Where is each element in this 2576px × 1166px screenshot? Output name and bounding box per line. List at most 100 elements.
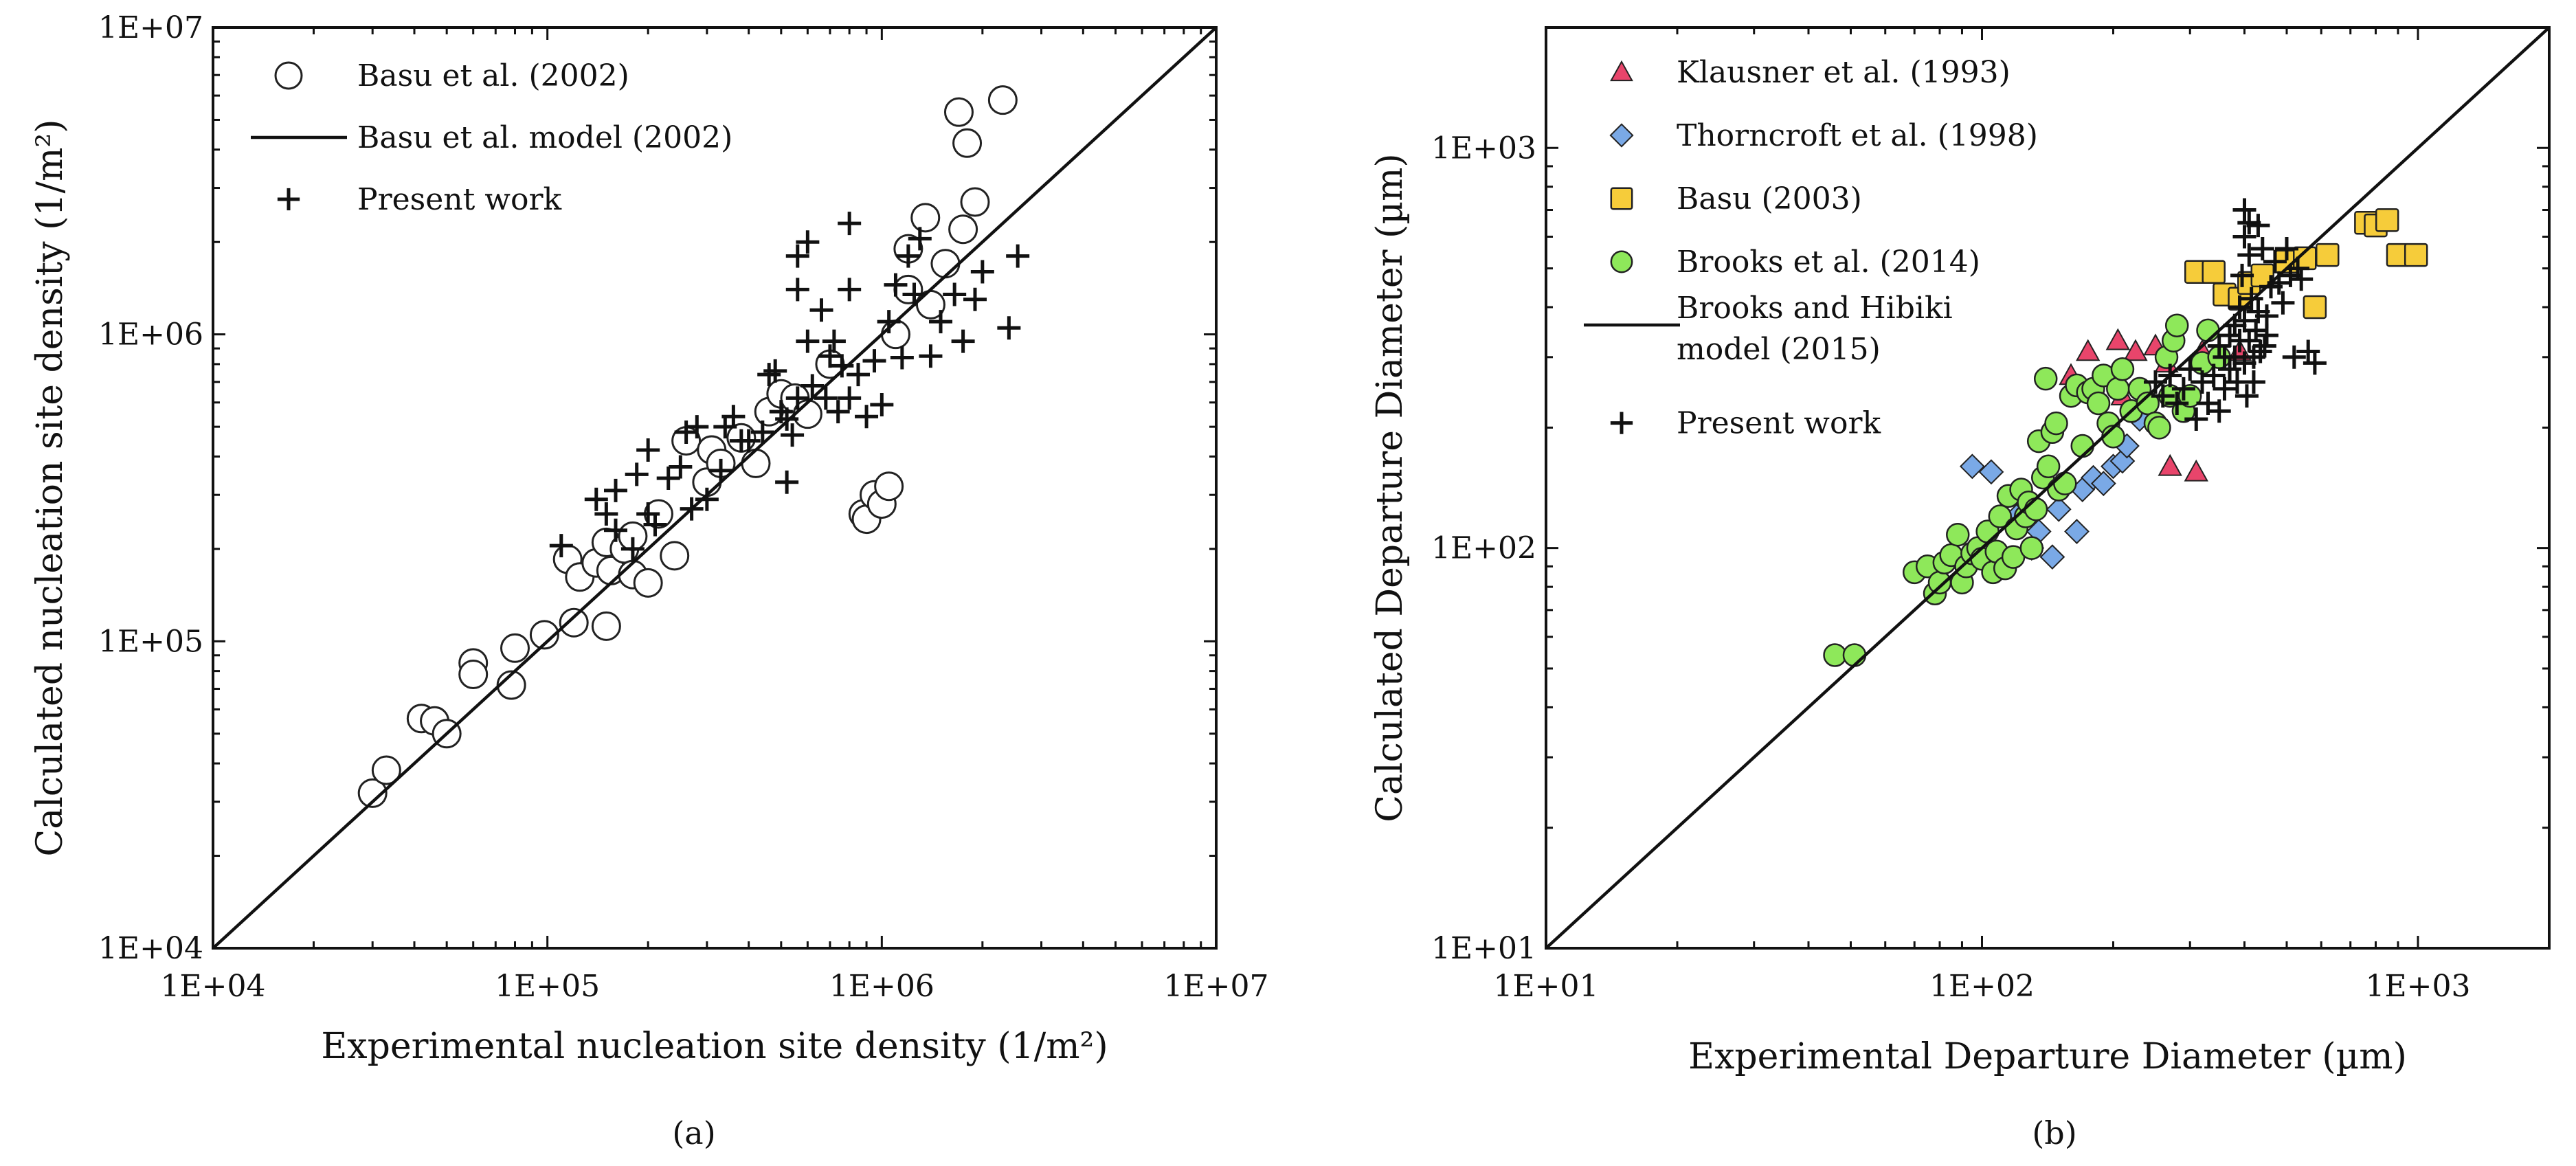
data-point-plus: [838, 386, 862, 410]
data-point-plus: [796, 329, 820, 353]
plot-b-ylabel: Calculated Departure Diameter (µm): [1369, 153, 1411, 822]
data-point-circle: [2070, 434, 2094, 458]
data-point-plus: [2271, 291, 2295, 315]
data-point-open-circle: [987, 85, 1018, 115]
data-point-plus: [2232, 309, 2256, 333]
legend-label: Basu et al. model (2002): [357, 120, 732, 155]
data-point-circle: [2044, 411, 2068, 436]
data-point-plus: [709, 458, 733, 482]
caption-b: (b): [2032, 1114, 2076, 1152]
x-tick-label: 1E+02: [1929, 969, 2035, 1004]
data-point-plus: [2274, 236, 2298, 260]
data-point-plus: [838, 278, 862, 302]
data-point-plus: [584, 487, 608, 511]
data-point-diamond: [2046, 496, 2072, 522]
data-point-plus: [604, 518, 628, 542]
data-point-open-circle: [371, 755, 401, 785]
data-point-plus: [2286, 256, 2310, 280]
data-point-open-circle: [943, 97, 974, 127]
data-point-plus: [2165, 392, 2189, 416]
data-point-open-circle: [529, 620, 559, 650]
model-line: [213, 27, 1216, 948]
data-point-circle: [2086, 391, 2111, 416]
data-point-plus: [818, 344, 842, 368]
data-point-open-circle: [591, 611, 621, 641]
data-point-plus: [2289, 267, 2314, 291]
data-point-diamond: [1959, 453, 1985, 480]
data-point-plus: [2230, 263, 2254, 287]
data-point-plus: [594, 502, 618, 526]
legend-swatch-triangle: [1610, 60, 1633, 82]
data-point-plus: [862, 349, 886, 373]
panel-b: 1E+01 1E+02 1E+03 1E+01 1E+02 1E+03 Klausner …: [1369, 26, 2551, 1152]
data-point-circle: [2164, 313, 2189, 337]
x-tick-label: 1E+05: [495, 969, 600, 1004]
data-point-open-circle: [874, 471, 904, 502]
data-point-plus: [796, 230, 820, 254]
data-point-plus: [695, 487, 719, 511]
data-point-plus: [2184, 407, 2208, 431]
data-point-plus: [785, 244, 809, 268]
data-point-square: [2316, 243, 2340, 267]
data-point-square: [2202, 260, 2226, 284]
data-point-plus: [884, 273, 908, 297]
legend-label: Brooks et al. (2014): [1677, 245, 1980, 280]
data-point-square: [2303, 295, 2327, 319]
data-point-plus: [963, 287, 987, 311]
data-point-plus: [636, 438, 660, 462]
data-point-circle: [2196, 318, 2220, 343]
data-point-plus: [669, 455, 693, 479]
legend-label: Brooks and Hibiki: [1677, 291, 1953, 326]
data-point-plus: [2241, 370, 2265, 394]
x-tick-label: 1E+04: [161, 969, 266, 1004]
plot-a-xlabel: Experimental nucleation site density (1/…: [321, 1026, 1108, 1067]
data-point-plus: [2228, 295, 2252, 319]
legend-label: Basu et al. (2002): [357, 58, 629, 93]
data-point-plus: [2237, 243, 2261, 267]
y-tick-label: 1E+06: [98, 317, 203, 352]
data-point-plus: [2143, 370, 2167, 394]
data-point-plus: [549, 534, 573, 558]
data-point-plus: [2252, 334, 2276, 358]
data-point-plus: [785, 278, 809, 302]
data-point-plus: [838, 212, 862, 236]
data-point-plus: [763, 359, 787, 383]
data-point-plus: [721, 405, 746, 429]
data-point-plus: [2223, 313, 2247, 337]
y-tick-label: 1E+03: [1431, 131, 1536, 166]
series-line: [1546, 27, 2549, 948]
plot-b-ticks: 1E+01 1E+02 1E+03 1E+01 1E+02 1E+03: [1431, 26, 2551, 1004]
data-point-plus: [870, 393, 894, 417]
data-point-triangle: [2158, 453, 2182, 476]
y-tick-label: 1E+07: [98, 10, 203, 45]
data-point-plus: [2232, 198, 2256, 222]
data-point-plus: [2213, 377, 2237, 401]
caption-a: (a): [672, 1114, 715, 1152]
panel-a: 1E+04 1E+05 1E+06 1E+07 1E+04 1E+05 1E+06 1E+07…: [30, 10, 1268, 1152]
legend-swatch-diamond: [1609, 123, 1634, 148]
data-point-plus: [846, 363, 870, 387]
data-point-open-circle: [930, 249, 961, 279]
data-point-plus: [908, 227, 932, 251]
data-point-circle: [2147, 416, 2171, 440]
data-point-plus: [809, 298, 833, 322]
legend-swatch-plus: [277, 188, 300, 211]
plot-b-frame: [1545, 26, 2551, 950]
y-tick-label: 1E+04: [98, 931, 203, 966]
data-point-circle: [2106, 377, 2130, 401]
data-point-circle: [1842, 643, 1867, 667]
data-point-triangle: [2184, 459, 2208, 482]
plot-a-ylabel: Calculated nucleation site density (1/m²…: [30, 119, 71, 856]
data-point-plus: [785, 386, 809, 410]
data-point-open-circle: [559, 607, 589, 638]
data-point-plus: [2218, 324, 2242, 348]
data-point-plus: [2207, 399, 2231, 423]
data-point-open-circle: [741, 448, 771, 478]
data-point-open-circle: [910, 203, 941, 233]
data-point-triangle: [2123, 339, 2148, 361]
x-tick-label: 1E+03: [2366, 969, 2471, 1004]
data-point-plus: [2246, 214, 2270, 238]
data-point-plus: [896, 244, 920, 268]
data-point-plus: [2202, 363, 2226, 388]
